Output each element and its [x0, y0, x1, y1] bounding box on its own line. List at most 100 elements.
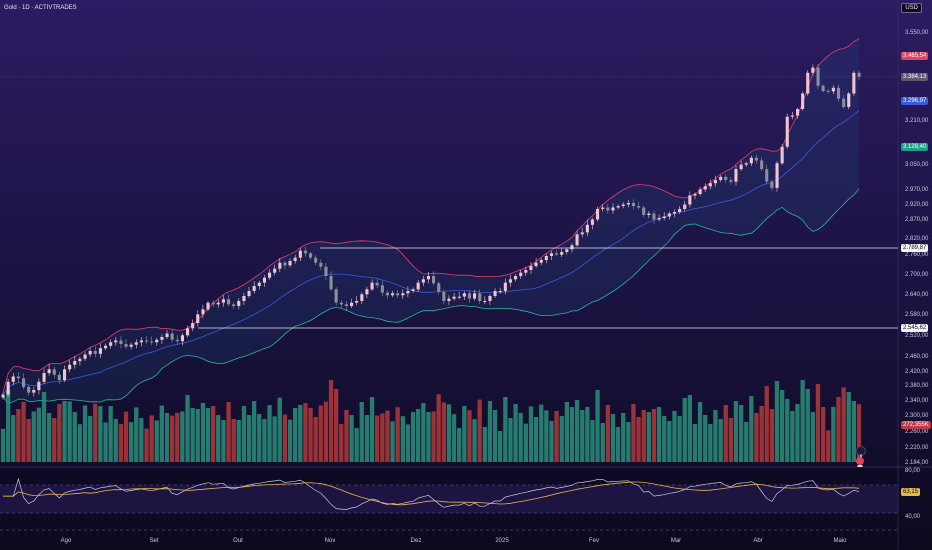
candle-body	[708, 183, 712, 187]
volume-bar	[185, 395, 190, 462]
candle-body	[385, 292, 389, 296]
candle-body	[447, 298, 451, 301]
candle-body	[637, 206, 641, 208]
time-tick-label: 2025	[495, 538, 509, 544]
candle-body	[237, 301, 241, 306]
rsi-line	[3, 477, 860, 510]
candle-body	[657, 218, 661, 220]
volume-bar	[539, 404, 544, 462]
volume-bar	[349, 415, 354, 462]
volume-bar	[739, 405, 744, 462]
price-tick-label: 2.870,00	[905, 217, 929, 223]
volume-bar	[646, 412, 651, 462]
candle-body	[754, 157, 758, 161]
volume-bar	[851, 401, 856, 462]
volume-bar	[67, 401, 72, 462]
volume-bar	[672, 411, 677, 462]
volume-bar	[323, 401, 329, 462]
candle-body	[355, 301, 359, 303]
candle-body	[124, 344, 128, 347]
candle-body	[698, 189, 702, 194]
time-tick-label: Mar	[670, 538, 682, 544]
candle-body	[63, 369, 67, 381]
volume-bar	[211, 406, 216, 462]
volume-bar	[303, 403, 308, 462]
candle-body	[411, 289, 415, 291]
volume-bar	[482, 427, 487, 462]
price-tick-label: 2.700,00	[905, 272, 929, 278]
volume-bar	[16, 409, 21, 462]
candle-body	[319, 262, 323, 267]
price-tick-label: 3.550,00	[905, 30, 929, 36]
volume-bar	[728, 418, 733, 462]
candle-body	[621, 204, 625, 206]
volume-bar	[513, 404, 518, 462]
rsi-indicator	[3, 477, 860, 510]
volume-bar	[759, 406, 764, 462]
level-tag: 2.545,62	[901, 324, 929, 333]
volume-bar	[6, 390, 11, 462]
volume-bar	[769, 409, 774, 462]
candle-body	[196, 314, 200, 323]
lightning-icon[interactable]	[856, 446, 866, 459]
candle-body	[257, 282, 261, 286]
volume-bars	[0, 380, 862, 462]
candle-body	[693, 194, 697, 196]
volume-bar	[190, 408, 195, 462]
rsi-band	[0, 485, 898, 513]
candle-body	[1, 394, 5, 398]
time-tick-label: Set	[149, 538, 159, 544]
candle-body	[42, 373, 46, 382]
candle-body	[503, 282, 507, 291]
volume-bar	[369, 397, 375, 462]
candle-body	[498, 291, 502, 292]
volume-bar	[231, 419, 236, 462]
volume-bar	[400, 416, 405, 462]
volume-bar	[585, 407, 590, 462]
volume-bar	[395, 407, 400, 462]
volume-bar	[205, 408, 211, 462]
volume-bar	[518, 413, 523, 462]
candle-body	[104, 345, 108, 349]
candle-body	[278, 262, 282, 269]
volume-bar	[733, 401, 739, 462]
price-tick-label: 2.300,00	[905, 413, 929, 419]
candle-body	[73, 361, 77, 365]
candle-body	[273, 268, 277, 273]
candle-body	[252, 286, 256, 291]
volume-bar	[697, 402, 703, 462]
time-tick-label: Nov	[324, 538, 336, 544]
candle-body	[98, 348, 102, 354]
flag-icon[interactable]	[856, 457, 864, 467]
candle-body	[344, 304, 348, 306]
volume-bar	[93, 403, 98, 462]
candle-body	[350, 302, 354, 306]
volume-bar	[31, 411, 36, 462]
volume-bar	[57, 404, 62, 462]
volume-bar	[533, 417, 539, 462]
volume-bar	[88, 416, 93, 462]
candle-body	[672, 212, 676, 214]
volume-bar	[216, 415, 221, 462]
volume-bar	[272, 416, 277, 462]
volume-bar	[108, 406, 113, 462]
volume-bar	[846, 392, 851, 462]
horizontal-levels[interactable]	[0, 76, 898, 329]
volume-bar	[559, 416, 564, 462]
candle-body	[801, 93, 805, 109]
volume-bar	[800, 380, 805, 462]
candle-body	[457, 296, 461, 298]
time-tick-label: Dez	[410, 538, 422, 544]
currency-button[interactable]: USD	[901, 3, 922, 13]
volume-bar	[139, 418, 144, 462]
price-tick-label: 2.580,00	[905, 312, 929, 318]
volume-bar	[487, 401, 493, 462]
candle-body	[662, 216, 666, 218]
price-tick-label: 3.050,00	[905, 162, 929, 168]
volume-bar	[754, 413, 759, 462]
volume-bar	[221, 420, 226, 462]
volume-bar	[446, 404, 452, 462]
price-tick-label: 2.340,00	[905, 398, 929, 404]
candle-body	[416, 282, 420, 290]
